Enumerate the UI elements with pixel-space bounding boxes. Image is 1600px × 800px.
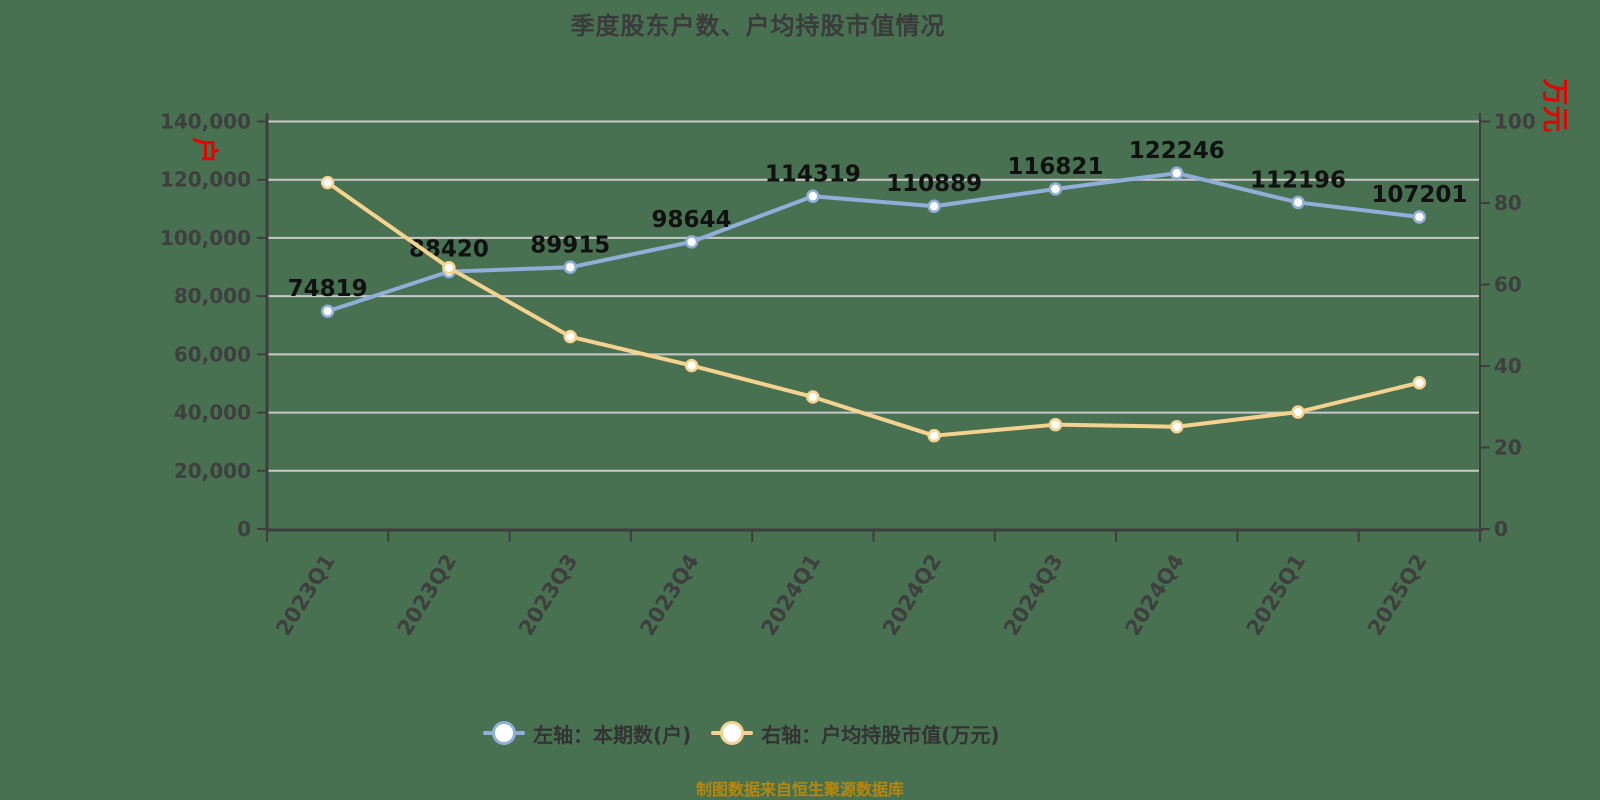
left-axis-tick-label: 0 [237,517,251,541]
data-point-marker[interactable] [1048,182,1063,196]
legend-label-left-series: 左轴：本期数(户) [533,722,692,747]
data-point-marker[interactable] [806,189,820,204]
legend: 左轴：本期数(户) 右轴：户均持股市值(万元) [483,716,1000,750]
legend-label-right-series: 右轴：户均持股市值(万元) [761,722,1000,747]
data-point-marker[interactable] [684,235,699,249]
data-point-marker[interactable] [563,329,577,344]
data-point-value-label: 122246 [1129,138,1225,164]
x-axis-category-label: 2025Q1 [1242,550,1311,640]
data-point-marker[interactable] [563,260,577,275]
x-axis-category-label: 2023Q3 [514,550,583,640]
data-point-marker[interactable] [1291,195,1305,210]
right-axis-unit-label: 万元 [1538,78,1570,133]
data-point-value-label: 114319 [765,161,861,187]
circle-marker-icon [720,721,745,745]
data-point-marker[interactable] [320,304,335,318]
data-source-caption: 制图数据来自恒生聚源数据库 [695,780,904,799]
x-axis-category-label: 2023Q4 [635,550,704,640]
right-axis-tick-label: 60 [1494,273,1522,297]
data-point-marker[interactable] [1412,375,1427,390]
legend-item-right-series[interactable]: 右轴：户均持股市值(万元) [711,718,1000,748]
left-axis-tick-label: 100,000 [160,226,251,250]
left-axis-unit-label: 户 [188,137,219,164]
x-axis-category-label: 2024Q1 [757,550,826,640]
data-point-value-label: 107201 [1371,182,1467,208]
legend-marker-blue [483,718,525,748]
x-axis-category-label: 2024Q4 [1120,550,1189,640]
data-point-marker[interactable] [1048,417,1063,432]
gridlines [267,120,1480,472]
right-axis-tick-label: 20 [1494,436,1522,460]
data-point-marker[interactable] [927,428,941,443]
left-axis-tick-label: 20,000 [174,459,251,483]
x-axis-category-label: 2025Q2 [1363,550,1432,640]
data-point-value-label: 98644 [652,207,732,233]
data-point-marker[interactable] [684,358,699,373]
data-point-marker[interactable] [1170,419,1184,434]
data-point-marker[interactable] [1412,210,1427,224]
data-point-value-label: 112196 [1250,167,1346,193]
right-axis-tick-label: 80 [1494,191,1522,215]
data-point-marker[interactable] [806,390,820,404]
right-axis-tick-label: 100 [1494,110,1536,134]
data-point-marker[interactable] [1170,166,1184,180]
data-point-value-label: 74819 [288,276,368,302]
data-point-marker[interactable] [320,175,335,190]
left-axis-tick-label: 80,000 [174,284,251,308]
data-point-marker[interactable] [1291,405,1305,419]
series-avg-holding-value [320,175,1427,443]
legend-item-left-series[interactable]: 左轴：本期数(户) [483,718,691,748]
legend-marker-yellow [711,718,754,748]
chart-title: 季度股东户数、户均持股市值情况 [570,12,946,40]
data-point-value-label: 116821 [1007,154,1103,180]
x-axis-category-label: 2024Q2 [878,550,947,640]
right-axis-tick-label: 0 [1494,517,1508,541]
left-axis-tick-label: 140,000 [160,110,251,134]
left-axis-tick-label: 60,000 [174,342,251,366]
circle-marker-icon [492,721,516,745]
left-axis-tick-label: 40,000 [174,401,251,425]
axes [265,113,1483,532]
right-axis-tick-label: 40 [1494,354,1522,378]
data-point-value-label: 89915 [530,232,610,258]
series-shareholders [320,166,1427,318]
x-axis-category-label: 2023Q1 [271,550,340,640]
x-axis-category-label: 2024Q3 [999,550,1068,640]
left-axis-tick-label: 120,000 [160,168,251,192]
data-point-marker[interactable] [442,261,456,275]
data-point-value-label: 110889 [886,171,982,197]
data-point-marker[interactable] [927,199,941,213]
x-axis-category-label: 2023Q2 [393,550,462,640]
